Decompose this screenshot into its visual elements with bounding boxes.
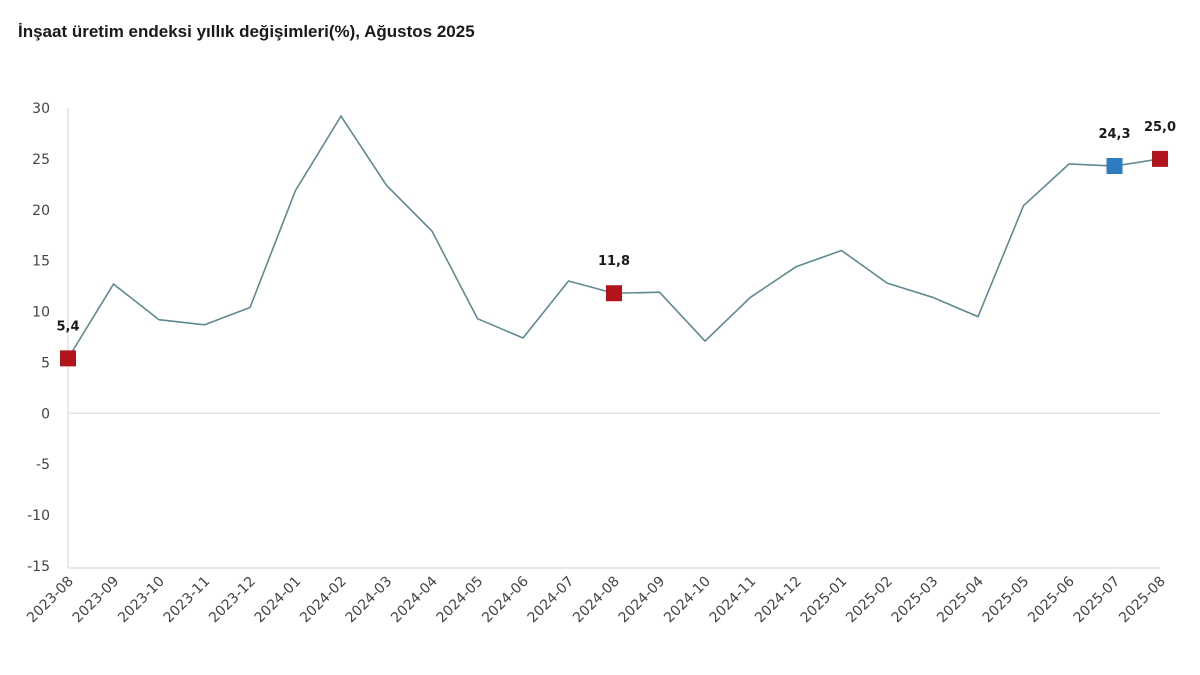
y-tick-label: -5 xyxy=(36,457,50,473)
x-tick-label: 2024-10 xyxy=(661,574,714,627)
chart-title: İnşaat üretim endeksi yıllık değişimleri… xyxy=(18,22,475,41)
data-point-marker xyxy=(606,285,622,302)
x-tick-label: 2024-09 xyxy=(616,574,669,627)
data-label: 24,3 xyxy=(1098,127,1130,142)
x-tick-label: 2024-01 xyxy=(252,574,305,627)
y-tick-label: -15 xyxy=(27,559,50,575)
x-tick-label: 2023-08 xyxy=(24,574,77,627)
y-tick-label: 30 xyxy=(32,101,50,117)
x-tick-label: 2025-04 xyxy=(934,573,987,626)
x-tick-label: 2023-11 xyxy=(161,574,214,627)
data-label: 5,4 xyxy=(56,319,79,334)
x-tick-label: 2025-08 xyxy=(1116,574,1169,627)
x-tick-label: 2025-03 xyxy=(889,574,942,627)
y-tick-label: 0 xyxy=(41,406,50,422)
y-tick-label: 5 xyxy=(41,355,50,371)
x-tick-label: 2025-07 xyxy=(1071,574,1124,627)
y-tick-label: 10 xyxy=(32,305,50,321)
data-point-marker xyxy=(60,350,76,367)
x-tick-label: 2024-05 xyxy=(434,574,487,627)
x-tick-label: 2024-11 xyxy=(707,574,760,627)
y-tick-label: 15 xyxy=(32,254,50,270)
data-point-marker xyxy=(1106,158,1123,175)
x-tick-label: 2024-08 xyxy=(570,574,623,627)
x-tick-label: 2025-05 xyxy=(980,574,1033,627)
x-tick-label: 2024-02 xyxy=(297,574,350,627)
data-point-marker xyxy=(1152,150,1168,167)
y-tick-label: 25 xyxy=(32,152,50,168)
series-line xyxy=(67,114,1161,359)
x-tick-label: 2023-12 xyxy=(206,574,259,627)
x-tick-label: 2024-06 xyxy=(479,573,532,626)
x-tick-label: 2025-02 xyxy=(843,574,896,627)
x-tick-label: 2023-09 xyxy=(70,574,123,627)
x-tick-label: 2024-03 xyxy=(343,574,396,627)
y-tick-label: 20 xyxy=(32,203,50,219)
x-tick-label: 2025-01 xyxy=(798,574,851,627)
y-tick-label: -10 xyxy=(27,508,50,524)
x-tick-label: 2024-12 xyxy=(752,574,805,627)
x-tick-label: 2023-10 xyxy=(115,574,168,627)
x-tick-label: 2024-07 xyxy=(525,574,578,627)
x-tick-label: 2025-06 xyxy=(1025,573,1078,626)
data-label: 11,8 xyxy=(598,254,630,269)
x-tick-label: 2024-04 xyxy=(388,573,441,626)
data-label: 25,0 xyxy=(1144,120,1176,135)
